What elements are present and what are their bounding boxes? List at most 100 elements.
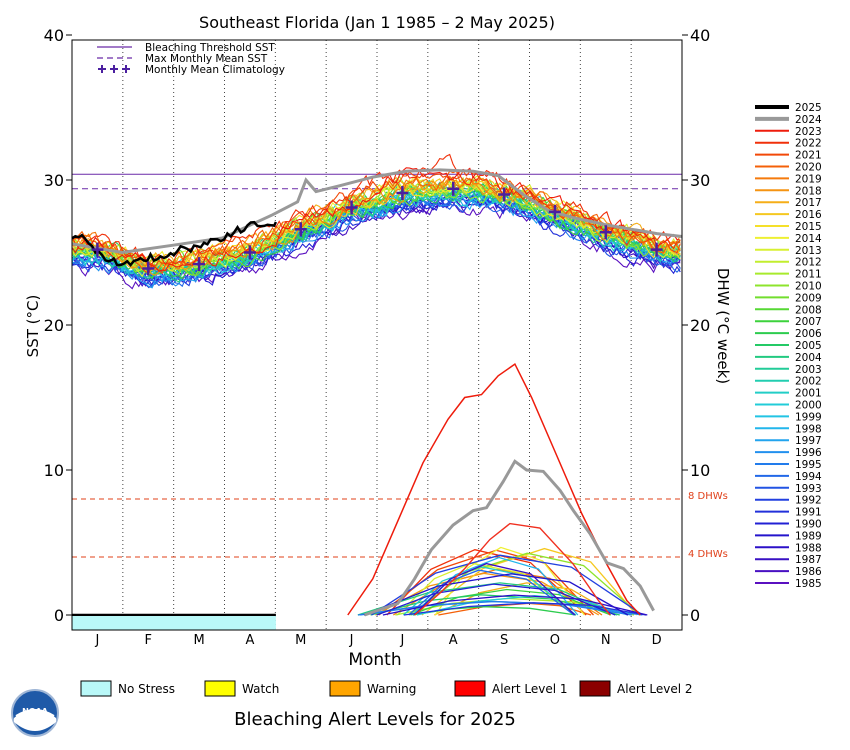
alert-swatch	[80, 680, 112, 697]
climatology-marker	[599, 225, 612, 240]
plot-frame	[71, 39, 683, 631]
x-tick-label: A	[245, 633, 254, 648]
x-tick-label: J	[349, 633, 354, 648]
year-legend-label: 2020	[795, 162, 822, 174]
dhw-line-1992	[371, 554, 643, 616]
year-legend-label: 1995	[795, 459, 822, 471]
y-tick-label-left: 30	[44, 171, 64, 190]
alert-label: Watch	[242, 682, 279, 696]
year-legend: 2025202420232022202120202019201820172016…	[755, 102, 822, 590]
year-legend-label: 2018	[795, 185, 822, 197]
year-legend-label: 2013	[795, 245, 822, 257]
y-tick-label-left: 10	[44, 461, 64, 480]
legend-swatch-plus	[110, 65, 118, 73]
year-legend-label: 1990	[795, 519, 822, 531]
dhw-line-2024	[364, 459, 655, 617]
dhw-line-1988	[382, 594, 648, 616]
year-legend-label: 1987	[795, 554, 822, 566]
x-tick-label: O	[550, 633, 560, 648]
y-tick-label-right: 30	[690, 171, 710, 190]
dhw-line-1995	[358, 600, 632, 616]
sst-line-2013	[71, 175, 681, 278]
year-legend-label: 2002	[795, 376, 822, 388]
year-legend-label: 2011	[795, 269, 822, 281]
x-tick-label: S	[500, 633, 508, 648]
year-legend-label: 2003	[795, 364, 822, 376]
alert-swatch	[579, 680, 611, 697]
dhw-year-lines	[72, 362, 655, 617]
footer-title: Bleaching Alert Levels for 2025	[234, 709, 516, 730]
year-legend-label: 2024	[795, 114, 822, 126]
y-axis-label-right: DHW (°C week)	[714, 268, 732, 384]
y-tick-label-right: 40	[690, 26, 710, 45]
year-legend-label: 1996	[795, 447, 822, 459]
climatology-marker	[142, 261, 155, 276]
x-tick-label: J	[94, 633, 99, 648]
y-tick-label-left: 0	[54, 606, 64, 625]
year-legend-label: 2014	[795, 233, 822, 245]
year-legend-label: 1994	[795, 471, 822, 483]
month-gridlines	[122, 40, 632, 630]
climatology-marker	[548, 204, 561, 219]
sst-line-2023	[71, 167, 681, 272]
x-tick-label: F	[145, 633, 152, 648]
climatology-marker	[650, 242, 663, 257]
x-tick-label: M	[295, 633, 306, 648]
dhw-line-1987	[413, 562, 576, 616]
legend-label: Bleaching Threshold SST	[145, 42, 275, 54]
dhw-line-2016	[421, 547, 638, 616]
year-legend-label: 1986	[795, 566, 822, 578]
legend-swatch-plus	[98, 65, 106, 73]
alert-label: Alert Level 2	[617, 682, 693, 696]
climatology-marker	[91, 242, 104, 257]
x-tick-label: D	[652, 633, 662, 648]
dhw-line-2019	[414, 522, 611, 616]
x-axis-label: Month	[348, 650, 401, 670]
sst-line-2025	[71, 220, 278, 268]
y-tick-label-right: 0	[690, 606, 700, 625]
x-tick-label: A	[449, 633, 458, 648]
dhw-line-1989	[363, 573, 629, 616]
year-legend-label: 1998	[795, 423, 822, 435]
climatology-marker	[498, 187, 511, 202]
year-legend-label: 1985	[795, 578, 822, 590]
year-legend-label: 2023	[795, 126, 822, 138]
year-legend-label: 2016	[795, 209, 822, 221]
year-legend-label: 2001	[795, 388, 822, 400]
sst-line-2017	[71, 176, 681, 270]
year-legend-label: 1993	[795, 483, 822, 495]
legend-swatch-plus	[122, 65, 130, 73]
alert-swatch	[204, 680, 236, 697]
dhw8-label: 8 DHWs	[688, 491, 728, 502]
climatology-marker	[447, 181, 460, 196]
year-legend-label: 1992	[795, 495, 822, 507]
alert-label: Warning	[367, 682, 416, 696]
y-axis-label-left: SST (°C)	[24, 295, 42, 358]
year-legend-label: 2025	[795, 102, 822, 114]
axes: 0 0 10 10 20 20 30 30 40 40 J F M A M J J A S O N D	[44, 26, 711, 648]
year-legend-label: 2021	[795, 150, 822, 162]
sst-line-2019	[71, 176, 681, 271]
alert-swatch	[454, 680, 486, 697]
year-legend-label: 2008	[795, 304, 822, 316]
climatology-marker	[243, 245, 256, 260]
dhw4-label: 4 DHWs	[688, 549, 728, 560]
year-legend-label: 2019	[795, 173, 822, 185]
year-legend-label: 2007	[795, 316, 822, 328]
legend-label: Max Monthly Mean SST	[145, 53, 268, 65]
climatology-marker	[294, 222, 307, 237]
climatology-marker	[345, 200, 358, 215]
sst-line-2010	[71, 182, 681, 276]
climatology-marker	[193, 257, 206, 272]
y-tick-label-left: 20	[44, 316, 64, 335]
y-tick-label-right: 20	[690, 316, 710, 335]
year-legend-label: 1989	[795, 530, 822, 542]
climatology-marker	[396, 186, 409, 201]
year-legend-label: 2012	[795, 257, 822, 269]
year-legend-label: 2009	[795, 292, 822, 304]
alert-label: Alert Level 1	[492, 682, 568, 696]
year-legend-label: 2022	[795, 138, 822, 150]
alert-swatch	[329, 680, 361, 697]
